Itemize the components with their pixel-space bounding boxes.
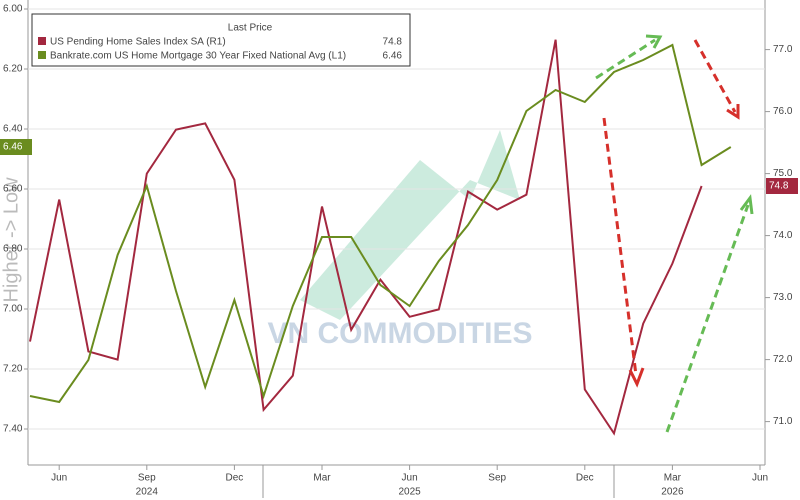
year-label: 2026 xyxy=(661,487,684,498)
legend-box xyxy=(31,13,411,67)
y2-tick-label: 74.0 xyxy=(773,230,793,241)
legend-entry: US Pending Home Sales Index SA (R1) xyxy=(50,37,226,48)
y2-tick-label: 75.0 xyxy=(773,168,793,179)
year-label: 2024 xyxy=(136,487,159,498)
watermark: VN COMMODITIES xyxy=(267,317,532,350)
decoration xyxy=(300,130,520,320)
x-tick-label: Jun xyxy=(752,473,768,484)
x-tick-label: Sep xyxy=(138,473,156,484)
series-line xyxy=(29,43,732,404)
x-tick-label: Jun xyxy=(402,473,418,484)
arrow xyxy=(602,117,638,376)
arrow xyxy=(693,39,737,113)
y-tick-label: 6.40 xyxy=(3,124,23,135)
y2-tick-label: 72.0 xyxy=(773,354,793,365)
y-tick-label: 7.20 xyxy=(3,364,23,375)
arrowhead xyxy=(739,194,754,215)
plot-area xyxy=(28,8,765,436)
x-tick-label: Dec xyxy=(576,473,594,484)
legend-last-value: 6.46 xyxy=(383,51,403,62)
x-tick-label: Dec xyxy=(226,473,244,484)
arrow xyxy=(595,38,656,80)
y-tick-label: 6.20 xyxy=(3,64,23,75)
y-tick-label: 7.40 xyxy=(3,424,23,435)
last-value-badge xyxy=(0,139,32,155)
legend-swatch xyxy=(38,37,46,45)
y-axis-title: Higher -> Low xyxy=(0,177,22,303)
y2-tick-label: 73.0 xyxy=(773,292,793,303)
watermark-arrow xyxy=(300,130,520,320)
year-label: 2025 xyxy=(398,487,421,498)
legend-title: Last Price xyxy=(228,23,273,34)
arrow xyxy=(665,204,750,433)
legend: Last Price US Pending Home Sales Index S… xyxy=(31,13,411,67)
last-value-label: 74.8 xyxy=(769,181,789,192)
last-value-label: 6.46 xyxy=(3,142,23,153)
arrowhead xyxy=(726,104,740,120)
y2-tick-label: 77.0 xyxy=(773,44,793,55)
legend-swatch xyxy=(38,51,46,59)
trend-arrows xyxy=(595,34,754,433)
arrowhead xyxy=(628,367,645,388)
y-tick-label: 6.00 xyxy=(3,4,23,15)
x-tick-label: Mar xyxy=(664,473,682,484)
y-tick-label: 6.60 xyxy=(3,184,23,195)
x-tick-label: Jun xyxy=(51,473,67,484)
legend-last-value: 74.8 xyxy=(383,37,403,48)
y2-tick-label: 76.0 xyxy=(773,106,793,117)
arrowhead xyxy=(645,34,663,49)
x-tick-label: Sep xyxy=(488,473,506,484)
series-line xyxy=(29,39,703,436)
y-tick-label: 6.80 xyxy=(3,244,23,255)
y2-tick-label: 71.0 xyxy=(773,416,793,427)
last-value-badge xyxy=(766,178,798,194)
legend-entry: Bankrate.com US Home Mortgage 30 Year Fi… xyxy=(50,51,346,62)
y-tick-label: 7.00 xyxy=(3,304,23,315)
x-tick-label: Mar xyxy=(313,473,331,484)
